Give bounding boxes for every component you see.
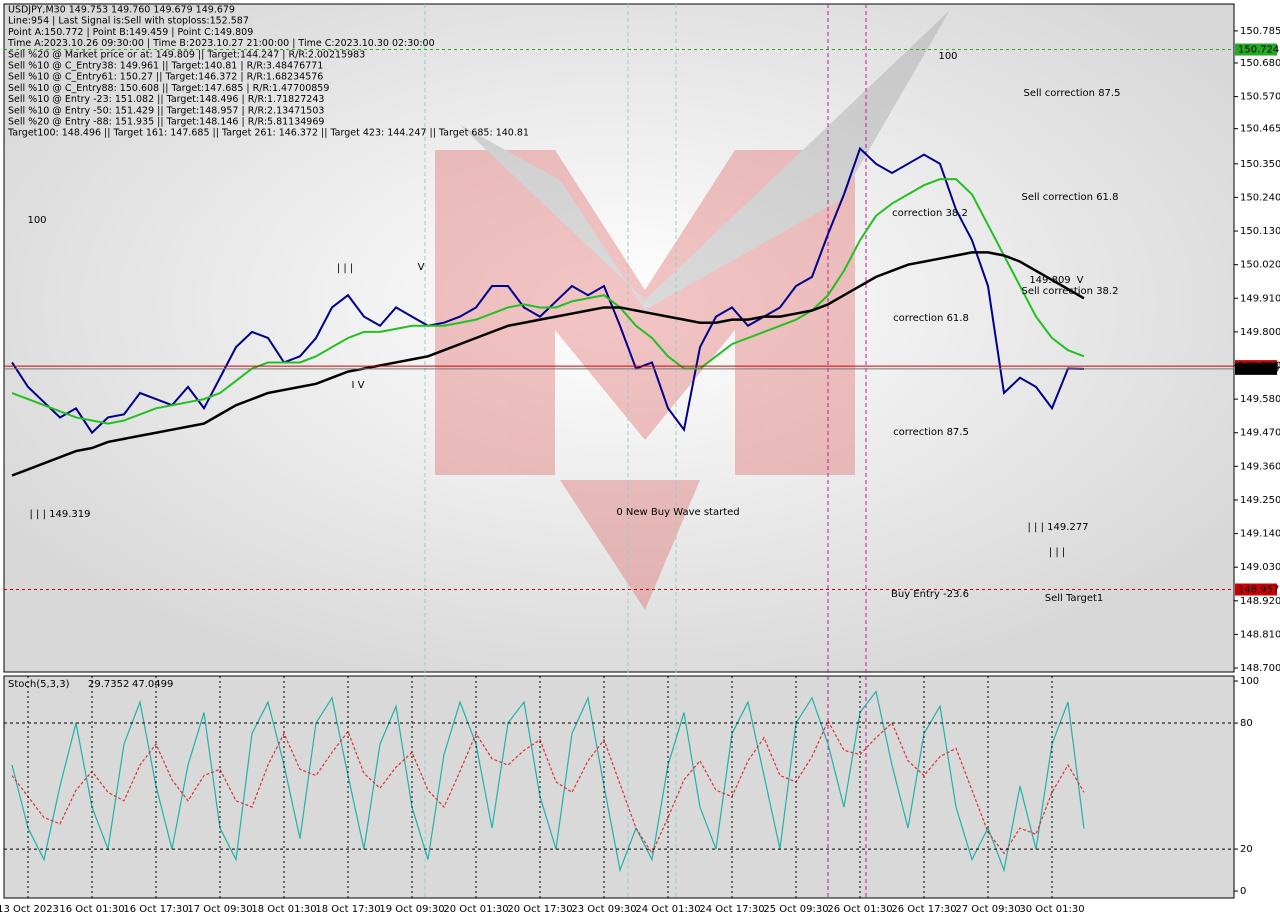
- y-tick-label: 149.470: [1240, 428, 1280, 439]
- series-line: [11, 251, 1085, 477]
- annotation: 0 New Buy Wave started: [616, 507, 739, 518]
- y-tick-label: 148.920: [1240, 596, 1280, 607]
- info-line: Sell %20 @ Entry -88: 151.935 || Target:…: [8, 117, 324, 128]
- y-tick-label: 150.020: [1240, 260, 1280, 271]
- x-tick-label: 18 Oct 01:30: [251, 904, 316, 915]
- info-line: Sell %10 @ C_Entry61: 150.27 || Target:1…: [8, 72, 323, 83]
- y-tick-label: 150.130: [1240, 226, 1280, 237]
- current-price-label: 149.679: [1238, 364, 1279, 375]
- stoch-signal-value: 47.0499: [132, 679, 173, 690]
- y-tick-label: 150.465: [1240, 124, 1280, 135]
- series-line: [11, 719, 1085, 855]
- x-tick-label: 30 Oct 01:30: [1019, 904, 1084, 915]
- annotation: 100: [938, 51, 957, 62]
- level-label: 150.724: [1238, 45, 1279, 56]
- annotation: correction 61.8: [893, 313, 969, 324]
- y-tick-label: 149.910: [1240, 293, 1280, 304]
- x-tick-label: 19 Oct 09:30: [379, 904, 444, 915]
- x-tick-label: 23 Oct 09:30: [571, 904, 636, 915]
- info-line: Point A:150.772 | Point B:149.459 | Poin…: [8, 27, 253, 38]
- level-box: [1235, 583, 1277, 596]
- y-tick-label: 0: [1240, 886, 1246, 897]
- info-line: Sell %10 @ Entry -23: 151.082 || Target:…: [8, 94, 324, 105]
- current-price-box: [1235, 362, 1277, 375]
- annotation: correction 87.5: [893, 427, 969, 438]
- annotation: correction 38.2: [892, 208, 968, 219]
- info-line: Sell %10 @ Entry -50: 151.429 || Target:…: [8, 105, 324, 116]
- annotation: Sell correction 87.5: [1024, 88, 1121, 99]
- x-tick-label: 26 Oct 01:30: [827, 904, 892, 915]
- level-box: [1235, 43, 1277, 56]
- y-tick-label: 80: [1240, 718, 1253, 729]
- annotation: | | | 149.319: [30, 509, 91, 520]
- x-tick-label: 18 Oct 17:30: [315, 904, 380, 915]
- y-tick-label: 149.030: [1240, 562, 1280, 573]
- info-line: Line:954 | Last Signal is:Sell with stop…: [8, 16, 249, 27]
- x-tick-label: 13 Oct 2023: [0, 904, 59, 915]
- main-panel: [3, 3, 1235, 673]
- annotation: | | |: [337, 263, 353, 274]
- y-tick-label: 100: [1240, 676, 1259, 687]
- info-line: Target100: 148.496 || Target 161: 147.68…: [7, 128, 529, 139]
- y-tick-label: 149.140: [1240, 529, 1280, 540]
- x-tick-label: 20 Oct 01:30: [443, 904, 508, 915]
- info-line: Sell %20 @ Market price or at: 149.809 |…: [8, 49, 365, 60]
- series-line: [11, 178, 1085, 425]
- annotation: Sell correction 38.2: [1022, 286, 1119, 297]
- y-tick-label: 149.580: [1240, 394, 1280, 405]
- y-tick-label: 20: [1240, 844, 1253, 855]
- y-tick-label: 148.810: [1240, 629, 1280, 640]
- x-tick-label: 26 Oct 17:30: [891, 904, 956, 915]
- info-line: Sell %10 @ C_Entry38: 149.961 || Target:…: [8, 61, 323, 72]
- y-tick-label: 150.350: [1240, 159, 1280, 170]
- annotation: Sell correction 61.8: [1022, 192, 1119, 203]
- stoch-panel: [3, 675, 1235, 899]
- y-tick-label: 150.785: [1240, 26, 1280, 37]
- y-tick-label: 150.570: [1240, 92, 1280, 103]
- info-line: Time A:2023.10.26 09:30:00 | Time B:2023…: [7, 38, 435, 49]
- annotation: Sell Target1: [1045, 593, 1104, 604]
- x-tick-label: 24 Oct 01:30: [635, 904, 700, 915]
- x-tick-label: 27 Oct 09:30: [955, 904, 1020, 915]
- annotation: 149.809: [1029, 275, 1070, 286]
- y-tick-label: 150.680: [1240, 58, 1280, 69]
- annotation: | | | 149.277: [1028, 522, 1089, 533]
- y-tick-label: 149.360: [1240, 461, 1280, 472]
- x-tick-label: 24 Oct 17:30: [699, 904, 764, 915]
- series-line: [11, 146, 1085, 435]
- annotation: V: [1077, 275, 1084, 286]
- info-line: Sell %10 @ C_Entry88: 150.608 || Target:…: [8, 83, 329, 94]
- stoch-main-value: 29.7352: [88, 679, 129, 690]
- annotation: V: [418, 262, 425, 273]
- x-tick-label: 17 Oct 09:30: [187, 904, 252, 915]
- x-tick-label: 16 Oct 17:30: [123, 904, 188, 915]
- x-tick-label: 16 Oct 01:30: [59, 904, 124, 915]
- y-tick-label: 149.250: [1240, 495, 1280, 506]
- y-tick-label: 148.700: [1240, 663, 1280, 674]
- annotation: | | |: [1049, 547, 1065, 558]
- info-line: USDJPY,M30 149.753 149.760 149.679 149.6…: [8, 5, 235, 16]
- annotation: Buy Entry -23.6: [891, 589, 969, 600]
- stoch-title: Stoch(5,3,3): [8, 679, 70, 690]
- series-line: [11, 690, 1085, 873]
- annotation: 100: [27, 215, 46, 226]
- y-tick-label: 150.240: [1240, 192, 1280, 203]
- y-tick-label: 149.800: [1240, 327, 1280, 338]
- annotation: I V: [352, 380, 365, 391]
- x-tick-label: 25 Oct 09:30: [763, 904, 828, 915]
- x-tick-label: 20 Oct 17:30: [507, 904, 572, 915]
- level-label: 148.957: [1238, 584, 1279, 595]
